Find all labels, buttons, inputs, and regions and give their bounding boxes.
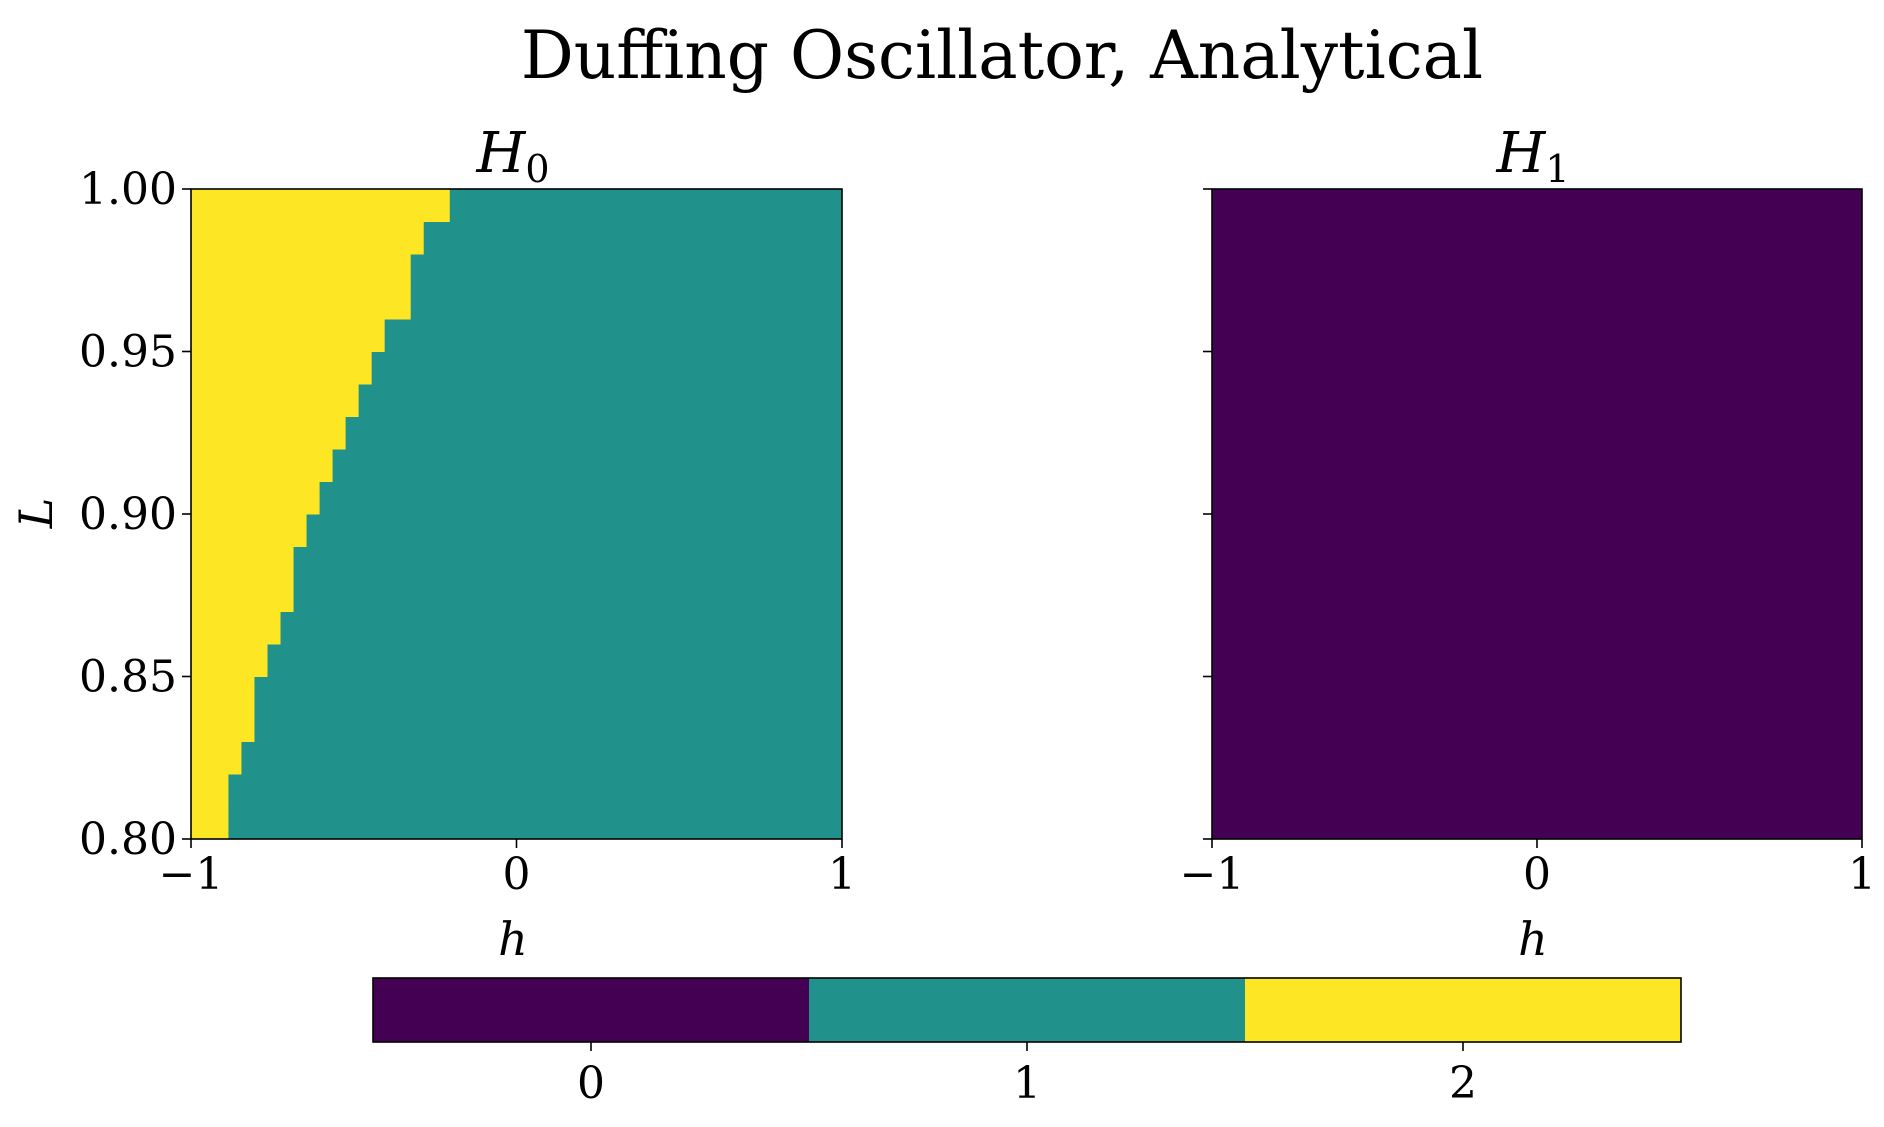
heatmap-cell-row <box>191 351 372 385</box>
y-tick-label: 0.80 <box>79 814 177 865</box>
colorbar-swatch <box>1245 978 1682 1042</box>
heatmap-cell-row <box>191 643 268 677</box>
h0-xlabel: h <box>498 912 528 966</box>
colorbar-tick-label: 0 <box>577 1058 605 1109</box>
colorbar: 0 1 2 <box>372 977 1682 1109</box>
y-tick-label: 0.95 <box>79 327 177 378</box>
heatmap-background <box>1212 189 1862 839</box>
x-tick-label: −1 <box>1180 849 1245 900</box>
colorbar-swatch <box>373 978 810 1042</box>
h0-x-ticks: −1 0 1 <box>159 839 856 900</box>
heatmap-cell-row <box>191 448 333 482</box>
heatmap-cell-row <box>191 481 320 515</box>
h1-title: H1 <box>1495 121 1569 191</box>
heatmap-cell-row <box>191 546 294 580</box>
heatmap-cell-row <box>191 611 281 645</box>
h0-y-ticks: 0.80 0.85 0.90 0.95 1.00 <box>79 164 191 865</box>
heatmap-cell-row <box>191 676 255 710</box>
x-tick-label: 0 <box>503 849 531 900</box>
heatmap-cell-row <box>191 513 307 547</box>
heatmap-h1-panel: H1 −1 0 1 h <box>1180 121 1876 966</box>
figure-title: Duffing Oscillator, Analytical <box>521 17 1483 94</box>
y-tick-label: 0.90 <box>79 489 177 540</box>
heatmap-cell-row <box>191 578 294 612</box>
h1-x-ticks: −1 0 1 <box>1180 839 1876 900</box>
y-tick-label: 0.85 <box>79 652 177 703</box>
h1-xlabel: h <box>1518 912 1548 966</box>
x-tick-label: 1 <box>1848 849 1876 900</box>
h0-ylabel: L <box>9 498 63 530</box>
h0-cells <box>191 188 842 840</box>
colorbar-swatches <box>373 978 1682 1042</box>
colorbar-swatch <box>809 978 1246 1042</box>
heatmap-cell-row <box>191 383 359 417</box>
h1-cells <box>1212 189 1862 839</box>
heatmap-cell-row <box>191 741 242 775</box>
h1-y-ticks <box>1203 188 1212 840</box>
x-tick-label: 0 <box>1523 849 1551 900</box>
heatmap-cell-row <box>191 253 411 287</box>
heatmap-cell-row <box>191 806 229 840</box>
colorbar-ticks: 0 1 2 <box>577 1042 1477 1109</box>
colorbar-tick-label: 2 <box>1449 1058 1477 1109</box>
heatmap-cell-row <box>191 708 255 742</box>
heatmap-cell-row <box>191 188 450 222</box>
y-tick-label: 1.00 <box>79 164 177 215</box>
heatmap-cell-row <box>191 416 346 450</box>
x-tick-label: 1 <box>828 849 856 900</box>
x-tick-label: −1 <box>159 849 224 900</box>
heatmap-h0-panel: H0 −1 0 1 0.80 0.85 0.90 0.95 1.00 h L <box>9 121 856 966</box>
heatmap-cell-row <box>191 221 424 255</box>
heatmap-cell-row <box>191 773 229 807</box>
heatmap-cell-row <box>191 286 411 320</box>
colorbar-tick-label: 1 <box>1013 1058 1041 1109</box>
h0-title: H0 <box>475 121 549 191</box>
heatmap-cell-row <box>191 318 385 352</box>
